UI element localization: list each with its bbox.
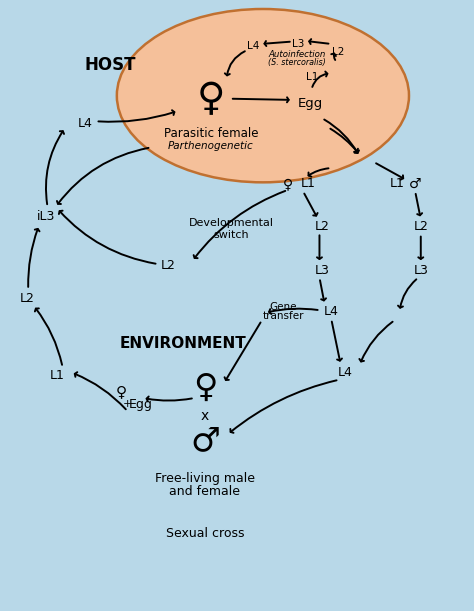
Text: (S. stercoralis): (S. stercoralis): [268, 58, 326, 67]
Text: ♂: ♂: [190, 424, 220, 457]
Text: HOST: HOST: [84, 56, 136, 75]
Text: Developmental: Developmental: [189, 218, 274, 229]
Text: L3: L3: [413, 264, 428, 277]
Text: L4: L4: [324, 305, 339, 318]
Text: Egg: Egg: [297, 97, 323, 110]
Text: x: x: [201, 409, 209, 423]
Text: Sexual cross: Sexual cross: [166, 527, 244, 540]
Text: ♂: ♂: [409, 177, 421, 191]
Text: Parasitic female: Parasitic female: [164, 128, 258, 141]
Text: +: +: [123, 399, 132, 409]
Text: Gene: Gene: [269, 302, 297, 312]
Text: L4: L4: [78, 117, 93, 130]
Text: L4: L4: [338, 366, 353, 379]
Text: iL3: iL3: [37, 210, 55, 222]
Text: Egg: Egg: [128, 398, 152, 411]
Text: ♀: ♀: [116, 384, 127, 400]
Text: Autoinfection: Autoinfection: [269, 51, 326, 59]
Ellipse shape: [117, 9, 409, 182]
Text: ENVIRONMENT: ENVIRONMENT: [119, 335, 246, 351]
Text: L1: L1: [306, 72, 319, 82]
Text: transfer: transfer: [263, 312, 304, 321]
Text: L3: L3: [292, 39, 304, 49]
Text: L1: L1: [301, 177, 316, 191]
Text: L3: L3: [314, 264, 329, 277]
Text: ♀: ♀: [193, 371, 217, 404]
Text: switch: switch: [213, 230, 249, 240]
Text: L2: L2: [20, 291, 35, 305]
Text: ♀: ♀: [283, 177, 292, 191]
Text: L2: L2: [413, 220, 428, 233]
Text: L1: L1: [390, 177, 405, 191]
Text: and female: and female: [170, 485, 240, 497]
Text: L4: L4: [247, 42, 260, 51]
Text: L2: L2: [314, 220, 329, 233]
Text: Free-living male: Free-living male: [155, 472, 255, 485]
Text: L1: L1: [50, 369, 64, 382]
Text: L2: L2: [161, 260, 176, 273]
Text: Parthenogenetic: Parthenogenetic: [168, 141, 254, 151]
Text: ♀: ♀: [197, 79, 225, 118]
Text: L2: L2: [332, 48, 345, 57]
